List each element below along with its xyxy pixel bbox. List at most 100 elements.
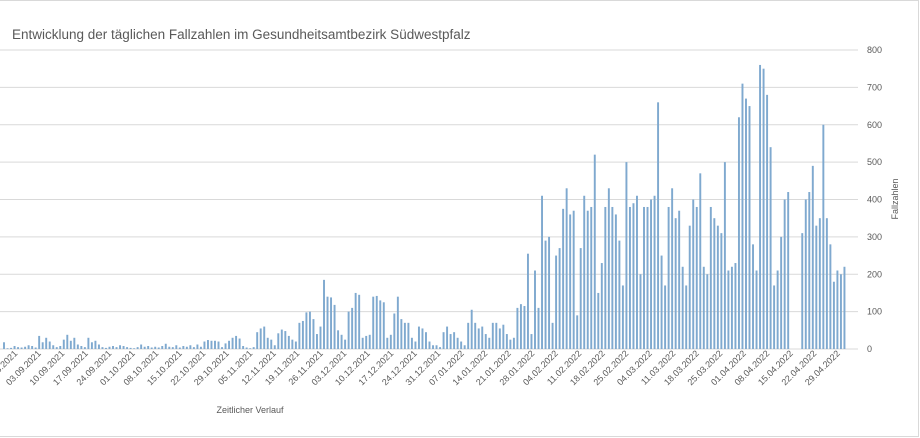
bar — [97, 344, 100, 349]
bar — [509, 339, 512, 349]
bar — [20, 347, 23, 349]
bar — [628, 206, 631, 349]
bar — [576, 315, 579, 349]
bar — [713, 218, 716, 349]
bar — [590, 206, 593, 349]
bar — [294, 341, 297, 349]
bar — [759, 64, 762, 349]
bar — [214, 340, 216, 349]
bar — [140, 344, 143, 349]
bar — [783, 199, 786, 349]
bar — [600, 263, 603, 349]
bar — [150, 347, 153, 349]
y-tick-label: 400 — [867, 195, 882, 205]
bar — [730, 266, 733, 349]
bar — [319, 326, 322, 349]
bar — [548, 236, 551, 349]
bar — [238, 338, 241, 349]
bar — [393, 313, 396, 349]
bar — [727, 270, 730, 349]
bar — [94, 340, 97, 349]
bar — [403, 322, 406, 349]
bar — [825, 218, 828, 349]
bar — [776, 270, 779, 349]
x-axis-title: Zeitlicher Verlauf — [216, 405, 284, 415]
bar — [685, 285, 688, 349]
bar — [463, 345, 466, 349]
bar — [621, 285, 624, 349]
bar — [252, 347, 255, 349]
bar — [354, 292, 357, 349]
bar — [337, 330, 340, 349]
bar — [773, 285, 776, 349]
bar — [157, 347, 160, 349]
y-tick-label: 300 — [867, 232, 882, 242]
bar — [618, 240, 621, 349]
bar — [301, 320, 304, 349]
bar — [766, 94, 769, 349]
bar — [432, 345, 434, 349]
bar — [551, 322, 554, 349]
bar — [407, 322, 410, 349]
bar — [396, 296, 399, 349]
bar — [24, 346, 27, 349]
bar — [734, 263, 737, 349]
bar — [175, 345, 178, 349]
bar — [143, 346, 146, 349]
bar — [537, 307, 540, 349]
bar — [210, 340, 213, 349]
bar — [660, 255, 663, 349]
bar — [512, 337, 515, 349]
bar — [632, 203, 635, 349]
bar — [815, 225, 818, 349]
chart-title: Entwicklung der täglichen Fallzahlen im … — [12, 27, 471, 42]
bar — [263, 326, 266, 349]
bar — [147, 346, 150, 349]
bar — [62, 339, 65, 349]
bar — [66, 334, 69, 349]
bar — [90, 342, 93, 349]
bar — [523, 306, 526, 349]
bar — [347, 311, 350, 349]
bar — [593, 154, 596, 349]
bar — [389, 334, 392, 349]
bar — [822, 124, 825, 349]
bar — [818, 218, 821, 349]
bar — [3, 342, 5, 349]
bar — [249, 348, 252, 349]
bar — [69, 340, 72, 349]
bar — [572, 210, 575, 349]
bar — [748, 106, 751, 349]
y-axis-title: Fallzahlen — [890, 178, 900, 219]
bar — [161, 346, 164, 349]
y-tick-label: 800 — [867, 45, 882, 55]
bar — [245, 347, 248, 349]
bar — [516, 307, 519, 349]
bar — [804, 199, 807, 349]
bar — [129, 347, 132, 349]
bar — [41, 342, 44, 349]
bar — [203, 341, 206, 349]
bar — [562, 208, 565, 349]
bar — [456, 337, 459, 349]
bar — [291, 339, 294, 349]
bar — [410, 337, 413, 349]
bar — [681, 266, 684, 349]
bar — [326, 296, 329, 349]
bar — [801, 233, 804, 349]
bar — [235, 335, 238, 349]
bar — [446, 326, 449, 349]
bar — [217, 341, 220, 349]
bar — [80, 346, 83, 349]
bar — [474, 322, 477, 349]
bar — [126, 347, 129, 349]
bar — [185, 346, 188, 349]
bar — [34, 347, 37, 349]
bar — [112, 346, 114, 349]
bar — [737, 117, 740, 350]
bar — [491, 322, 494, 349]
bar — [119, 345, 122, 349]
bar — [762, 68, 765, 349]
bar — [379, 300, 382, 349]
